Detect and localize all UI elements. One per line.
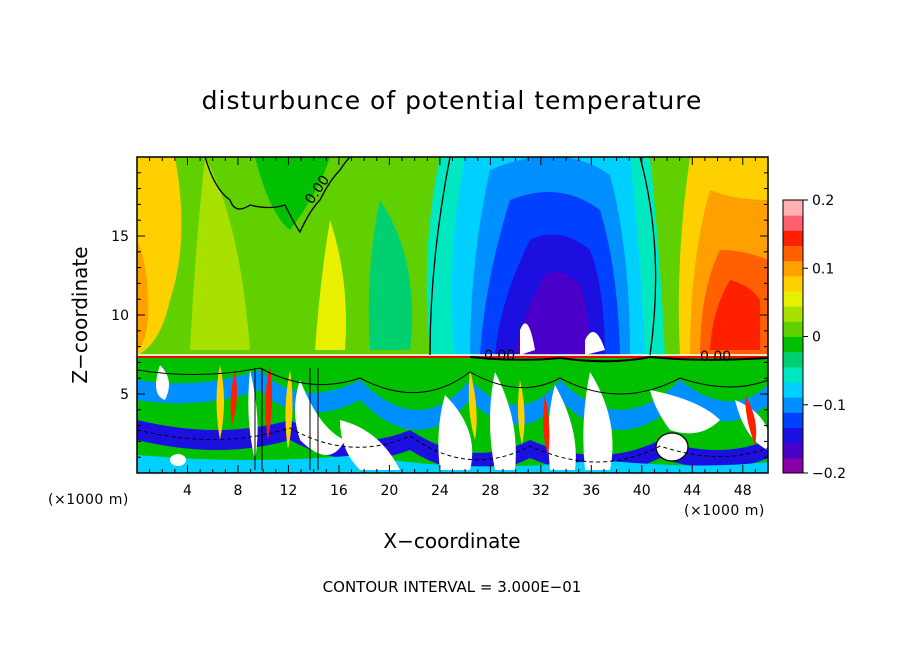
- colorbar-tick-label: −0.1: [812, 398, 846, 414]
- contour-ring: [655, 432, 689, 462]
- y-tick-label: 5: [120, 387, 129, 403]
- red-streaks: [230, 365, 757, 455]
- contour-vertical: [254, 368, 319, 470]
- colorbar-band: [783, 412, 803, 428]
- colorbar-band: [783, 321, 803, 337]
- colorbar-tick-label: 0.2: [812, 193, 834, 209]
- colorbar-band: [783, 457, 803, 474]
- patch-1: [190, 157, 250, 350]
- x-tick-label: 24: [431, 483, 449, 499]
- plume-white-1: [520, 323, 535, 355]
- x-tick-label: 12: [280, 483, 298, 499]
- contour-interval-note: CONTOUR INTERVAL = 3.000E−01: [322, 578, 582, 596]
- colorbar-band: [783, 275, 803, 292]
- x-tick-label: 40: [633, 483, 651, 499]
- colorbar: [783, 200, 803, 474]
- colorbar-band: [783, 200, 803, 216]
- colorbar-ticks: 0.2 0.1 0 −0.1 −0.2: [803, 193, 846, 482]
- contour-lower-2: [137, 427, 768, 463]
- colorbar-band: [783, 230, 803, 246]
- colorbar-band: [783, 260, 803, 277]
- x-unit-left: (×1000 m): [48, 492, 129, 508]
- colorbar-band: [783, 442, 803, 459]
- colorbar-band: [783, 245, 803, 262]
- y-tick-label: 10: [111, 308, 129, 324]
- x-tick-label: 32: [532, 483, 550, 499]
- colorbar-band: [783, 382, 803, 398]
- contour-label-right: 0.00: [700, 349, 731, 365]
- contour-lower-1: [137, 367, 768, 395]
- chart-title: disturbunce of potential temperature: [201, 86, 703, 115]
- contour-interface: [469, 355, 768, 363]
- colorbar-tick-label: −0.2: [812, 466, 846, 482]
- colorbar-band: [783, 397, 803, 413]
- patch-2: [315, 220, 346, 350]
- yellow-streaks: [216, 365, 525, 450]
- x-tick-label: 28: [481, 483, 499, 499]
- colorbar-band: [783, 336, 803, 353]
- heatmap-field: [137, 157, 768, 473]
- patch-4: [368, 200, 412, 350]
- colorbar-band: [783, 215, 803, 231]
- x-unit-right: (×1000 m): [684, 503, 765, 519]
- patch-3: [255, 157, 330, 230]
- plume-white-2: [585, 332, 605, 355]
- x-tick-label: 48: [734, 483, 752, 499]
- cold-plume-core: [515, 271, 590, 355]
- colorbar-band: [783, 351, 803, 368]
- x-axis-label: X−coordinate: [383, 529, 521, 553]
- contour-plume-left: [429, 157, 451, 356]
- x-tick-label: 16: [330, 483, 348, 499]
- colorbar-band: [783, 366, 803, 383]
- x-tick-label: 20: [380, 483, 398, 499]
- x-tick-label: 8: [233, 483, 242, 499]
- colorbar-tick-label: 0: [812, 330, 821, 346]
- contour-plume-right: [639, 157, 657, 356]
- y-tick-label: 15: [111, 229, 129, 245]
- colorbar-band: [783, 427, 803, 444]
- x-tick-label: 44: [683, 483, 701, 499]
- x-tick-label: 4: [183, 483, 192, 499]
- colorbar-tick-label: 0.1: [812, 261, 834, 277]
- colorbar-band: [783, 306, 803, 322]
- x-tick-label: 36: [582, 483, 600, 499]
- contour-label-mid: 0.00: [484, 348, 515, 364]
- contour-top: [204, 157, 351, 234]
- warm-right-core: [710, 280, 760, 350]
- colorbar-band: [783, 291, 803, 307]
